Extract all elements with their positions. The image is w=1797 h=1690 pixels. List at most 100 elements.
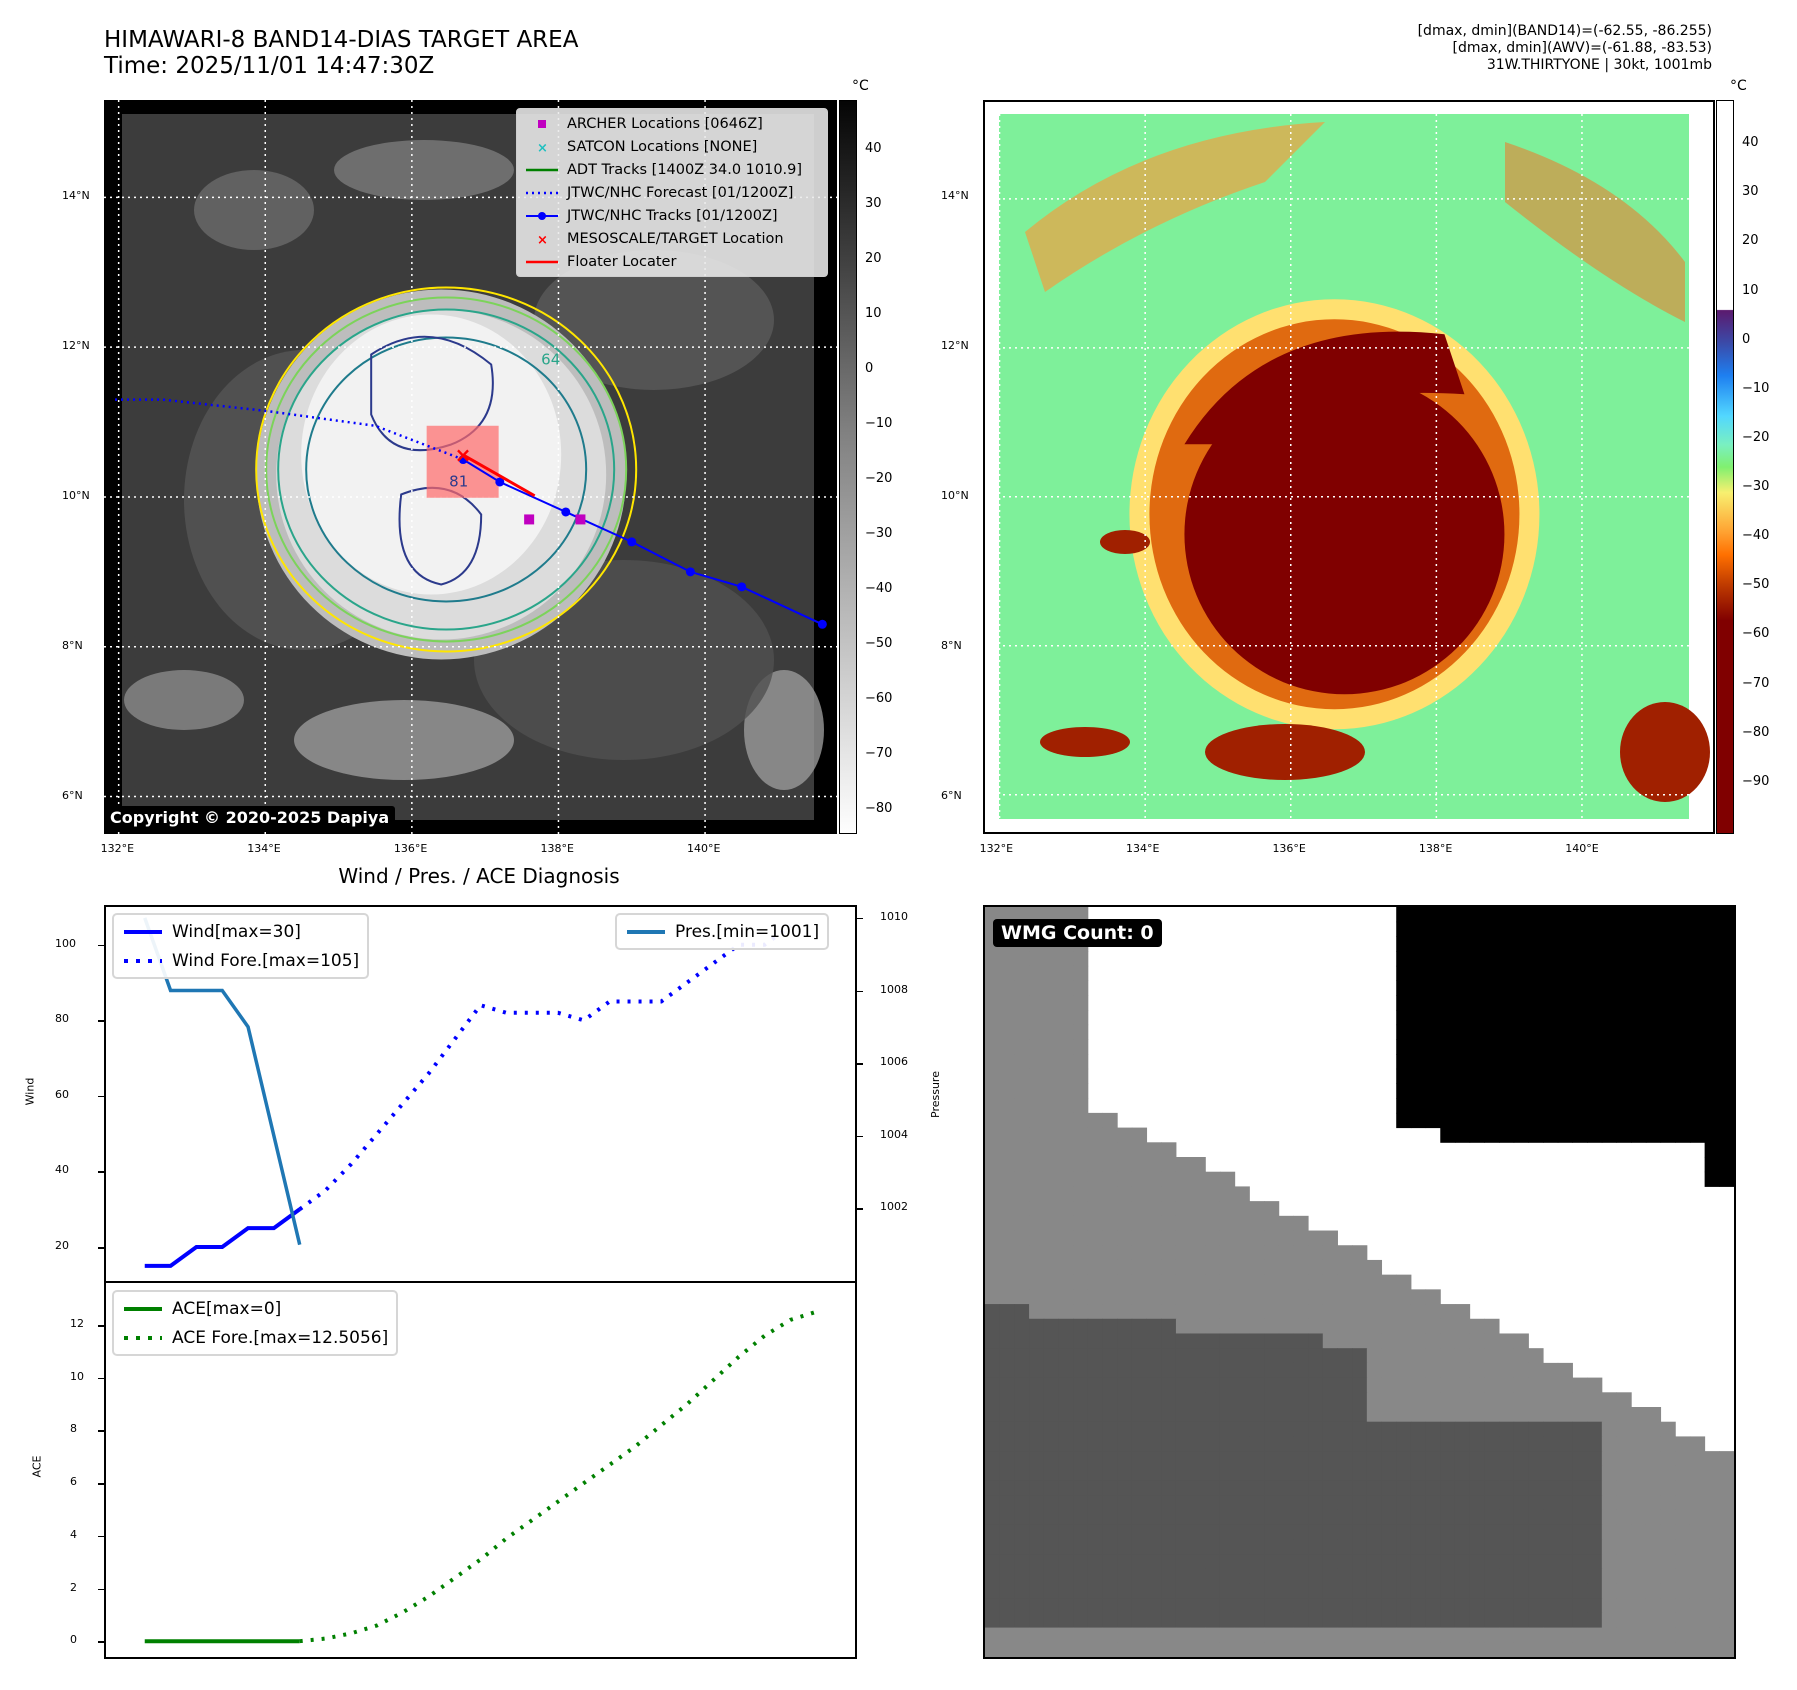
wmg-cell — [1572, 1436, 1588, 1452]
wmg-cell — [1131, 1539, 1148, 1555]
wmg-cell — [999, 1157, 1015, 1173]
wmg-cell — [1117, 1612, 1133, 1629]
legend-symbol-line-icon — [517, 164, 567, 176]
wmg-cell — [1029, 1157, 1045, 1173]
wmg-cell — [1675, 1495, 1691, 1511]
wmg-cell — [1396, 1083, 1412, 1099]
wmg-cell — [1043, 1054, 1059, 1070]
wmg-cell — [1308, 1230, 1324, 1246]
wmg-cell — [1484, 1612, 1500, 1629]
wmg-cell — [1425, 1627, 1441, 1643]
wmg-cell — [985, 1112, 1001, 1129]
wmg-cell — [1366, 1348, 1383, 1364]
map-legend-label: SATCON Locations [NONE] — [567, 138, 758, 155]
wmg-cell — [985, 1465, 1001, 1482]
wmg-cell — [1587, 921, 1603, 937]
wmg-cell — [1645, 951, 1662, 967]
wmg-cell — [1719, 1157, 1734, 1173]
wmg-cell — [1499, 1083, 1515, 1099]
wmg-cell — [1543, 1098, 1559, 1114]
map-legend: ARCHER Locations [0646Z] × SATCON Location… — [516, 108, 828, 277]
wmg-cell — [1469, 936, 1485, 952]
wmg-cell — [1587, 1083, 1603, 1099]
wmg-cell — [1219, 1627, 1236, 1643]
wmg-cell — [1469, 1348, 1485, 1364]
wmg-cell — [985, 1127, 1001, 1143]
wmg-cell — [1102, 1318, 1118, 1334]
wmg-cell — [999, 1245, 1015, 1261]
wmg-cell — [1660, 1524, 1676, 1540]
wmg-cell — [1484, 907, 1500, 923]
wmg-cell — [1469, 1068, 1485, 1084]
wmg-cell — [1410, 1421, 1427, 1437]
wmg-cell — [1689, 1539, 1706, 1555]
wmg-cell — [1043, 907, 1059, 923]
wmg-cell — [1410, 1451, 1427, 1467]
wmg-cell — [1146, 1377, 1162, 1393]
wmg-cell — [1131, 1377, 1148, 1393]
wmg-cell — [1454, 1348, 1471, 1364]
wmg-cell — [1308, 1642, 1324, 1657]
wmg-cell — [1381, 1333, 1397, 1349]
wmg-cell — [1058, 1627, 1074, 1643]
wmg-cell — [1425, 1362, 1441, 1379]
wmg-cell — [1146, 1451, 1162, 1467]
wmg-cell — [1675, 1083, 1691, 1099]
wmg-cell — [1660, 1568, 1676, 1584]
wmg-cell — [999, 1524, 1015, 1540]
wmg-cell — [1219, 1186, 1236, 1202]
wmg-cell — [1073, 1259, 1089, 1276]
lat-tick-label: 6°N — [941, 788, 962, 802]
wind-legend: Wind[max=30] Wind Fore.[max=105] — [112, 913, 370, 979]
wmg-cell — [1689, 1024, 1706, 1040]
wmg-cell — [1425, 951, 1441, 967]
wmg-cell — [1425, 980, 1441, 996]
wmg-cell — [1499, 1554, 1515, 1570]
wmg-cell — [1161, 1451, 1177, 1467]
wmg-cell — [1513, 1377, 1529, 1393]
wmg-cell — [1190, 1362, 1206, 1379]
wmg-cell — [1234, 1186, 1250, 1202]
wmg-cell — [1219, 1377, 1236, 1393]
wmg-cell — [1278, 1318, 1294, 1334]
colorbar-tick-label: −70 — [1742, 675, 1770, 691]
wmg-cell — [1719, 1142, 1734, 1158]
wmg-cell — [1029, 1054, 1045, 1070]
wmg-cell — [1014, 1098, 1030, 1114]
wmg-cell — [985, 1568, 1001, 1584]
wmg-cell — [1234, 1451, 1250, 1467]
wmg-cell — [1381, 1480, 1397, 1496]
wmg-cell — [1234, 1289, 1250, 1305]
legend-symbol-x-icon: × — [517, 141, 567, 153]
wmg-cell — [1337, 1583, 1353, 1599]
wmg-cell — [1396, 1627, 1412, 1643]
wmg-cell — [1645, 1127, 1662, 1143]
wmg-cell — [1131, 1480, 1148, 1496]
wmg-cell — [1014, 1377, 1030, 1393]
wmg-cell — [1410, 1392, 1427, 1408]
colorbar-tick-label: −30 — [865, 525, 893, 541]
wmg-cell — [1029, 1421, 1045, 1437]
wmg-cell — [1572, 1495, 1588, 1511]
wmg-cell — [1557, 936, 1573, 952]
wmg-cell — [1102, 1436, 1118, 1452]
wmg-cell — [1704, 1127, 1720, 1143]
wmg-cell — [1543, 965, 1559, 982]
wmg-cell — [1102, 1421, 1118, 1437]
wmg-cell — [1058, 1642, 1074, 1657]
wmg-cell — [1572, 980, 1588, 996]
wmg-cell — [1073, 980, 1089, 996]
wmg-cell — [1454, 1421, 1471, 1437]
ace-panel — [104, 1281, 857, 1659]
wmg-cell — [1102, 1627, 1118, 1643]
wmg-cell — [1719, 1539, 1734, 1555]
wmg-cell — [1484, 1554, 1500, 1570]
wmg-cell — [1572, 1407, 1588, 1423]
wmg-cell — [1396, 1421, 1412, 1437]
wmg-cell — [1425, 1068, 1441, 1084]
wmg-cell — [1528, 1612, 1544, 1629]
wmg-cell — [1704, 1024, 1720, 1040]
wmg-cell — [1396, 921, 1412, 937]
wmg-cell — [999, 980, 1015, 996]
wmg-cell — [1410, 1554, 1427, 1570]
